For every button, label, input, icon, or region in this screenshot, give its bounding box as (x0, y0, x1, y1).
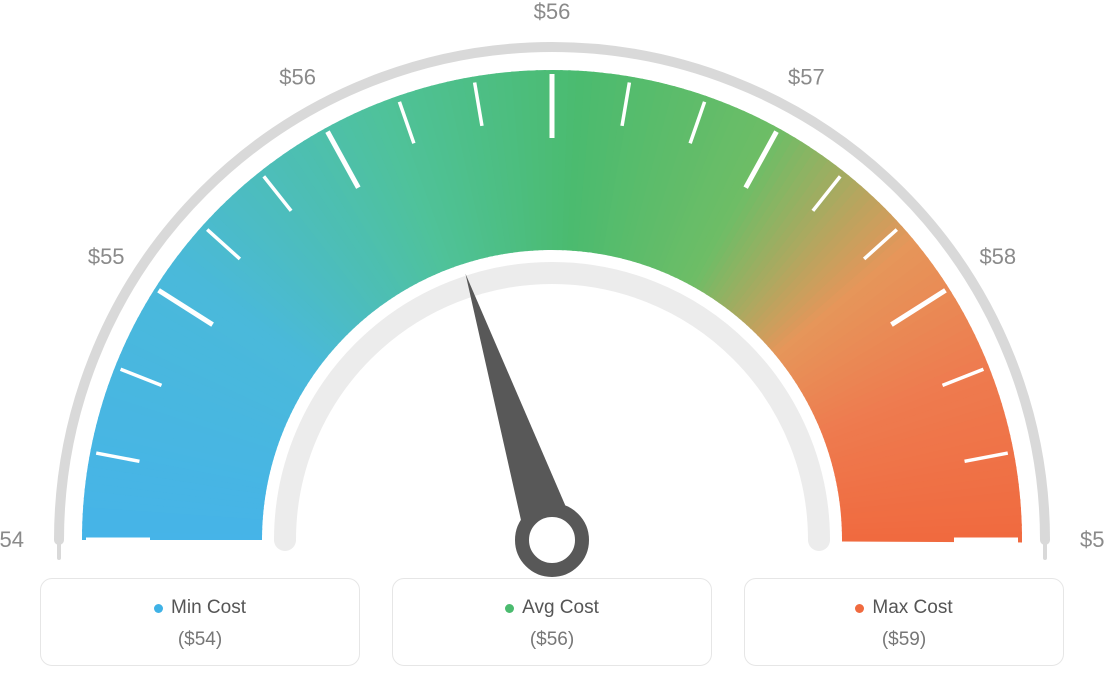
legend-label-max: Max Cost (872, 597, 952, 619)
legend-label-avg: Avg Cost (522, 597, 599, 619)
gauge-tick-label: $54 (0, 527, 24, 552)
legend-value-min: ($54) (51, 629, 349, 651)
gauge-tick-label: $58 (979, 244, 1016, 269)
legend-title-max: Max Cost (855, 597, 952, 619)
dot-avg-icon (505, 604, 514, 613)
legend-card-avg: Avg Cost ($56) (392, 578, 712, 666)
legend-card-min: Min Cost ($54) (40, 578, 360, 666)
cost-gauge-chart: $54 $55 $56 $56 $57 $58 $59 Min Cost ($54) Avg… (0, 0, 1104, 690)
legend-title-min: Min Cost (154, 597, 246, 619)
legend-card-max: Max Cost ($59) (744, 578, 1064, 666)
legend-title-avg: Avg Cost (505, 597, 599, 619)
gauge-tick-label: $59 (1080, 527, 1104, 552)
gauge-tick-label: $56 (534, 0, 571, 24)
legend-value-max: ($59) (755, 629, 1053, 651)
gauge-svg: $54 $55 $56 $56 $57 $58 $59 (0, 0, 1104, 590)
gauge-tick-label: $55 (88, 244, 125, 269)
dot-max-icon (855, 604, 864, 613)
gauge-tick-label: $57 (788, 64, 825, 89)
legend-label-min: Min Cost (171, 597, 246, 619)
gauge-needle-hub (522, 510, 582, 570)
gauge-tick-label: $56 (279, 64, 316, 89)
legend-row: Min Cost ($54) Avg Cost ($56) Max Cost (… (40, 578, 1064, 666)
legend-value-avg: ($56) (403, 629, 701, 651)
dot-min-icon (154, 604, 163, 613)
gauge-area: $54 $55 $56 $56 $57 $58 $59 (0, 0, 1104, 590)
